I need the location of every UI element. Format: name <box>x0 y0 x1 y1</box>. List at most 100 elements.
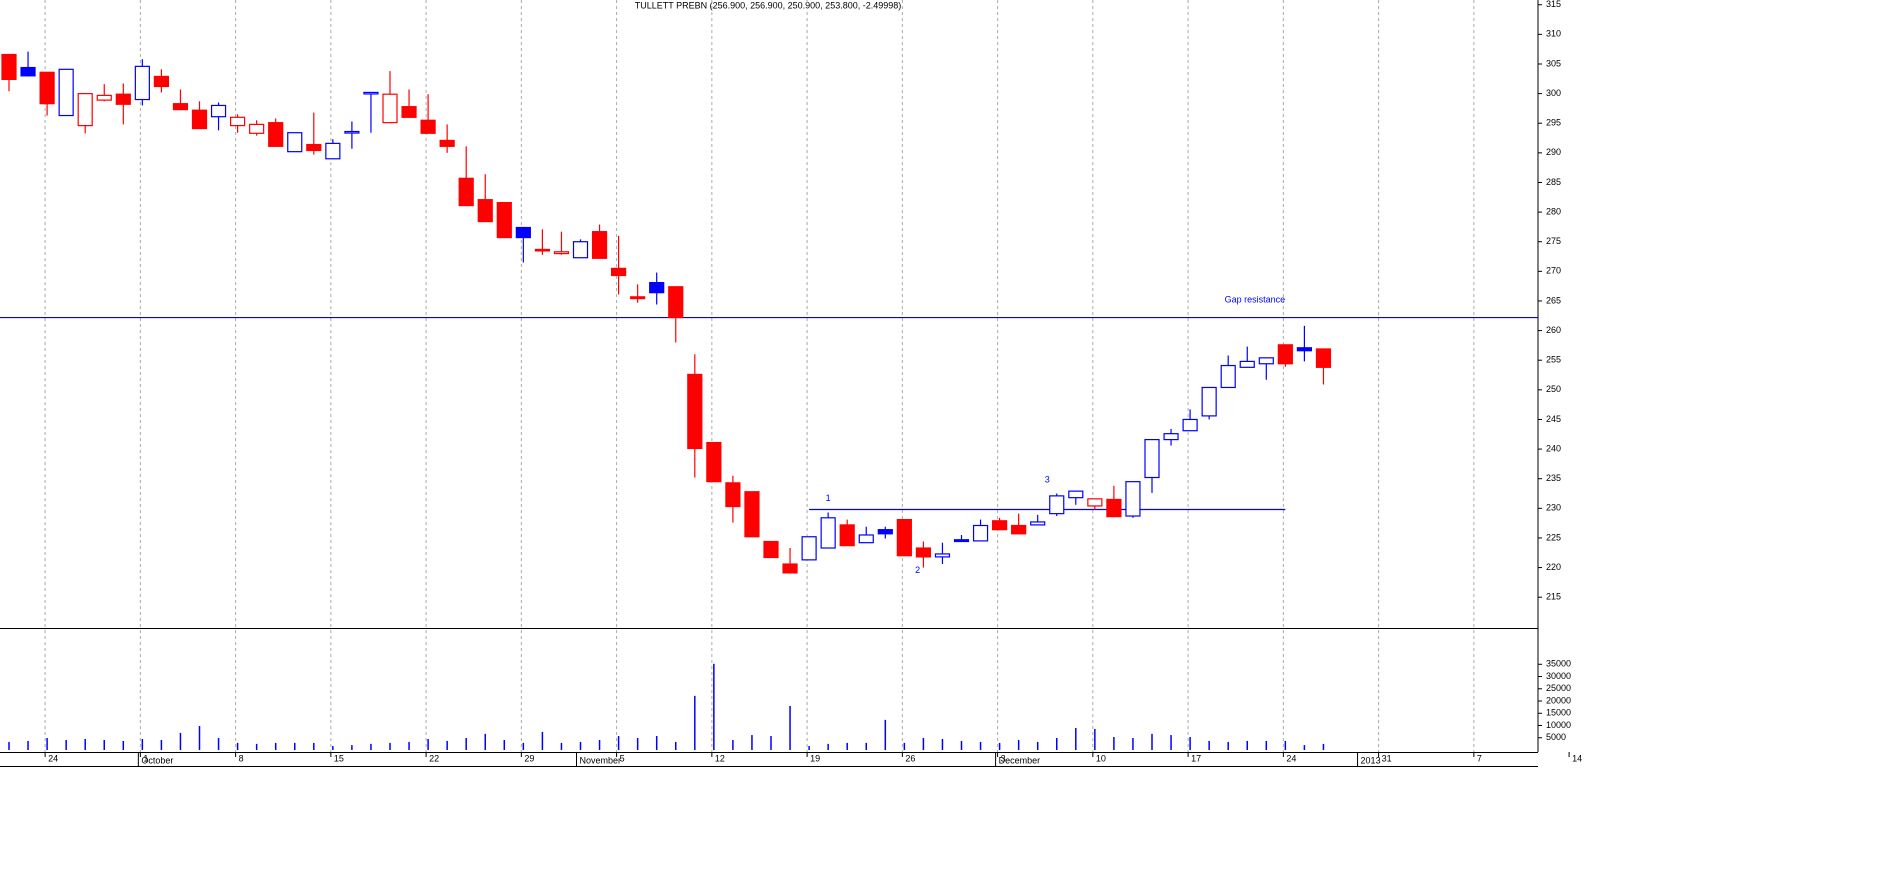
y-tick-label: 300 <box>1546 88 1561 98</box>
candle-body <box>1125 481 1141 517</box>
y-tick-label: 235 <box>1546 473 1561 483</box>
candle-body <box>839 524 855 547</box>
x-tick-label: 26 <box>905 753 915 763</box>
y2-tick-label: 5000 <box>1546 732 1566 742</box>
y2-tick-label: 25000 <box>1546 683 1571 693</box>
candle-body <box>382 93 398 124</box>
candle-body <box>115 93 131 105</box>
candle-body <box>477 199 493 223</box>
candle-body <box>77 93 93 127</box>
candle-body <box>515 226 531 239</box>
x-tick-label: 14 <box>1572 753 1582 763</box>
y-tick-label: 305 <box>1546 58 1561 68</box>
y2-tick-label: 35000 <box>1546 659 1571 669</box>
candle-body <box>172 103 189 111</box>
candle-body <box>744 491 760 538</box>
x-tick-label: 15 <box>334 753 344 763</box>
candle-body <box>1277 344 1293 365</box>
candle-body <box>687 373 703 450</box>
y-tick-label: 230 <box>1546 503 1561 513</box>
candle-body <box>420 119 436 134</box>
candle-body <box>1144 439 1160 479</box>
x-tick-label: 19 <box>810 753 820 763</box>
x-tick-label: 24 <box>48 753 58 763</box>
x-tick-label: 29 <box>524 753 534 763</box>
candle-body <box>39 71 55 105</box>
candle-body <box>1 53 17 80</box>
y-tick-label: 250 <box>1546 384 1561 394</box>
candle-body <box>344 130 360 134</box>
x-tick-label: 12 <box>715 753 725 763</box>
x-tick-label: 24 <box>1286 753 1296 763</box>
x-tick-label: 5 <box>620 753 625 763</box>
chart-title: TULLETT PREBN (256.900, 256.900, 250.900… <box>635 0 902 10</box>
candle-body <box>249 123 265 134</box>
candle-body <box>877 529 893 535</box>
candle-body <box>134 65 150 101</box>
y-tick-label: 245 <box>1546 414 1561 424</box>
candle-body <box>1182 418 1198 432</box>
candle-body <box>1068 490 1084 499</box>
x-tick-label: 1 <box>143 753 148 763</box>
annotation: 1 <box>826 493 831 503</box>
candle-body <box>363 91 379 95</box>
candle-body <box>991 520 1008 531</box>
candle-body <box>496 202 512 239</box>
candle-body <box>1049 495 1065 515</box>
candle-body <box>553 251 570 255</box>
candle-body <box>820 517 836 549</box>
candle-body <box>915 547 932 558</box>
candle-body <box>1163 433 1179 441</box>
candle-body <box>287 132 303 153</box>
candle-body <box>782 563 798 574</box>
y-tick-label: 290 <box>1546 147 1561 157</box>
y-tick-label: 310 <box>1546 29 1561 39</box>
candle-body <box>325 142 341 160</box>
month-label: October <box>141 755 173 765</box>
candle-body <box>1258 357 1274 365</box>
candle-body <box>1087 498 1103 507</box>
candle-body <box>210 104 227 118</box>
y-tick-label: 295 <box>1546 118 1561 128</box>
month-label: November <box>580 755 622 765</box>
x-tick-label: 7 <box>1477 753 1482 763</box>
candle-body <box>230 116 246 127</box>
candle-body <box>58 68 74 117</box>
candle-body <box>972 524 989 542</box>
candle-body <box>1011 524 1027 535</box>
y-tick-label: 220 <box>1546 562 1561 572</box>
y-tick-label: 260 <box>1546 325 1561 335</box>
candle-body <box>763 540 779 559</box>
candle-body <box>591 231 608 259</box>
candle-body <box>306 143 322 152</box>
candle-body <box>439 139 455 147</box>
y-tick-label: 315 <box>1546 0 1561 9</box>
candle-body <box>801 536 817 561</box>
x-tick-label: 8 <box>239 753 244 763</box>
candle-body <box>534 248 551 252</box>
annotation: 2 <box>915 565 920 575</box>
candle-body <box>96 94 112 101</box>
y-tick-label: 240 <box>1546 443 1561 453</box>
y-tick-label: 275 <box>1546 236 1561 246</box>
y-tick-label: 255 <box>1546 355 1561 365</box>
candle-body <box>858 534 874 544</box>
month-label: December <box>999 755 1041 765</box>
candle-body <box>458 177 474 207</box>
y-tick-label: 280 <box>1546 206 1561 216</box>
candle-body <box>1106 498 1122 518</box>
x-tick-label: 17 <box>1191 753 1201 763</box>
candle-body <box>630 296 646 300</box>
y2-tick-label: 20000 <box>1546 695 1571 705</box>
candle-body <box>953 539 970 543</box>
x-tick-label: 10 <box>1096 753 1106 763</box>
annotation: Gap resistance <box>1225 295 1286 305</box>
y-tick-label: 215 <box>1546 592 1561 602</box>
candle-body <box>1315 348 1332 368</box>
candle-body <box>1239 360 1255 368</box>
y2-tick-label: 30000 <box>1546 671 1571 681</box>
candle-body <box>20 66 36 77</box>
candle-body <box>649 282 665 294</box>
candle-body <box>934 553 951 558</box>
